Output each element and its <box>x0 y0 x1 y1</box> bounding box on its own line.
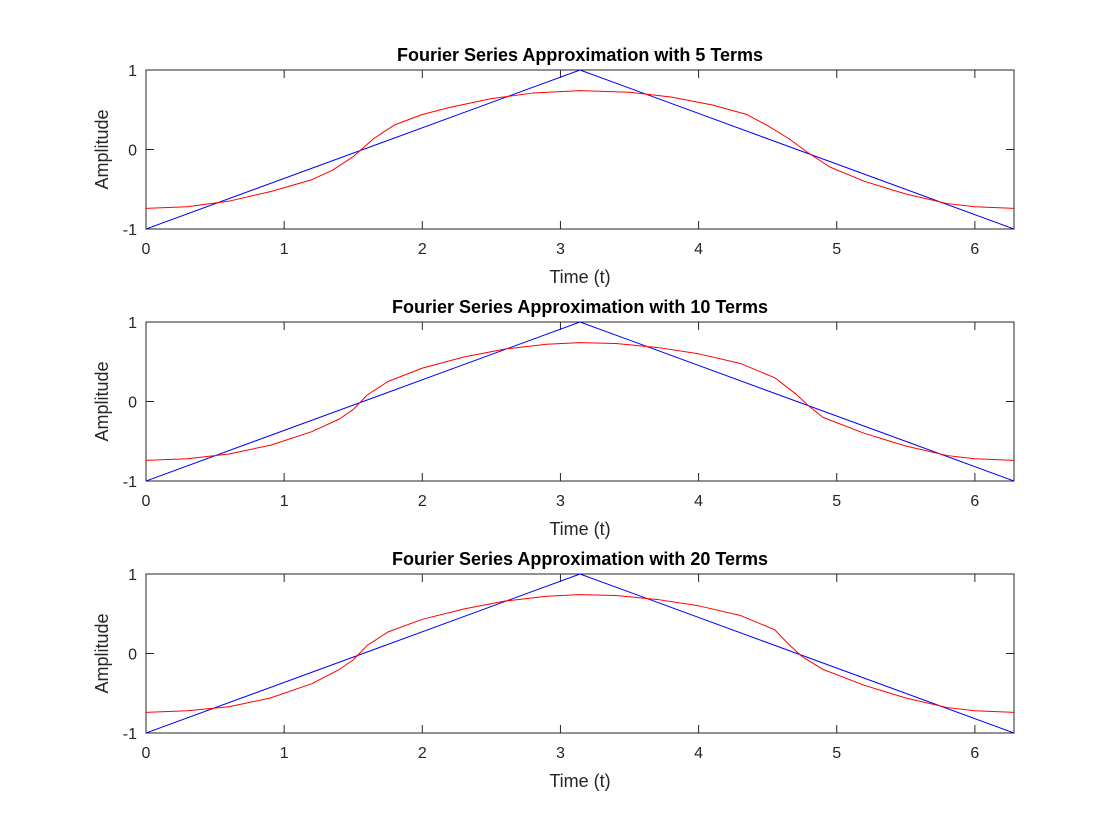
x-tick-label: 1 <box>280 745 289 762</box>
x-tick-label: 5 <box>832 493 841 510</box>
y-tick-label: -1 <box>123 726 137 743</box>
x-axis-label: Time (t) <box>549 267 610 287</box>
y-tick-label: -1 <box>123 222 137 239</box>
subplot-1: Fourier Series Approximation with 5 Term… <box>92 45 1015 287</box>
x-tick-label: 0 <box>142 493 151 510</box>
y-tick-label: 1 <box>128 63 137 80</box>
series-line-fourier-approx <box>146 342 1014 461</box>
x-tick-label: 6 <box>970 241 979 258</box>
x-tick-label: 5 <box>832 745 841 762</box>
axes-box <box>145 69 1015 230</box>
series-line-triangle-wave <box>146 322 1014 481</box>
y-tick-label: 1 <box>128 567 137 584</box>
x-tick-label: 6 <box>970 745 979 762</box>
x-tick-label: 3 <box>556 493 565 510</box>
series-line-triangle-wave <box>146 574 1014 733</box>
x-tick-label: 2 <box>418 745 427 762</box>
x-tick-label: 1 <box>280 241 289 258</box>
axes-box <box>145 321 1015 482</box>
y-tick-label: 0 <box>128 647 137 664</box>
series-line-fourier-approx <box>146 594 1014 713</box>
x-tick-label: 6 <box>970 493 979 510</box>
series-line-triangle-wave <box>146 70 1014 229</box>
x-tick-label: 5 <box>832 241 841 258</box>
x-tick-label: 2 <box>418 241 427 258</box>
x-tick-label: 4 <box>694 493 703 510</box>
y-tick-label: 0 <box>128 395 137 412</box>
series-line-fourier-approx <box>146 90 1014 209</box>
x-tick-label: 0 <box>142 745 151 762</box>
x-tick-label: 0 <box>142 241 151 258</box>
x-axis-label: Time (t) <box>549 771 610 791</box>
y-tick-label: -1 <box>123 474 137 491</box>
chart-title: Fourier Series Approximation with 10 Ter… <box>392 297 768 317</box>
x-tick-label: 2 <box>418 493 427 510</box>
x-axis-label: Time (t) <box>549 519 610 539</box>
subplot-3: Fourier Series Approximation with 20 Ter… <box>92 549 1015 791</box>
x-tick-label: 1 <box>280 493 289 510</box>
chart-title: Fourier Series Approximation with 5 Term… <box>397 45 763 65</box>
subplot-2: Fourier Series Approximation with 10 Ter… <box>92 297 1015 539</box>
x-tick-label: 3 <box>556 745 565 762</box>
x-tick-label: 4 <box>694 241 703 258</box>
axes-box <box>145 573 1015 734</box>
y-axis-label: Amplitude <box>92 613 112 693</box>
chart-title: Fourier Series Approximation with 20 Ter… <box>392 549 768 569</box>
x-tick-label: 3 <box>556 241 565 258</box>
y-tick-label: 0 <box>128 143 137 160</box>
y-tick-label: 1 <box>128 315 137 332</box>
y-axis-label: Amplitude <box>92 109 112 189</box>
y-axis-label: Amplitude <box>92 361 112 441</box>
x-tick-label: 4 <box>694 745 703 762</box>
